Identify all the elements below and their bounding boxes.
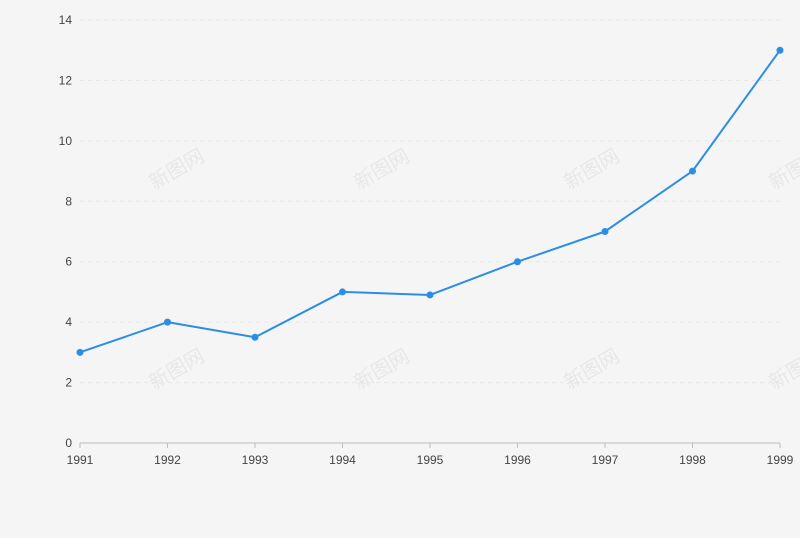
x-tick-label: 1998	[679, 453, 706, 467]
y-tick-label: 12	[59, 73, 73, 87]
x-tick-label: 1995	[417, 453, 444, 467]
data-point	[164, 318, 171, 326]
watermark-text: 新图网	[350, 144, 414, 195]
y-tick-label: 0	[65, 436, 72, 450]
data-point	[689, 167, 696, 175]
watermark-text: 新图网	[765, 344, 800, 395]
y-tick-label: 10	[59, 134, 73, 148]
grid-lines	[80, 19, 780, 384]
x-tick-label: 1993	[242, 453, 269, 467]
watermark-text: 新图网	[560, 344, 624, 395]
y-tick-label: 4	[65, 315, 72, 329]
data-point	[514, 258, 521, 266]
watermark-text: 新图网	[350, 344, 414, 395]
x-tick-label: 1999	[767, 453, 794, 467]
data-point	[601, 228, 609, 235]
data-point	[776, 46, 784, 54]
x-tick-label: 1996	[504, 453, 531, 467]
data-point	[251, 333, 259, 341]
watermark-text: 新图网	[145, 144, 209, 195]
x-tick-label: 1991	[67, 453, 94, 467]
watermark-text: 新图网	[560, 144, 624, 195]
data-point	[339, 288, 346, 296]
x-tick-label: 1992	[154, 453, 181, 467]
data-point	[426, 291, 434, 299]
x-tick-label: 1997	[592, 453, 619, 467]
y-tick-label: 14	[59, 13, 73, 27]
series-layer	[76, 46, 784, 356]
axes: 0 2 4 6 8 10 12 14 1991 1992 1993 1994 1995 1996 1997 1…	[59, 13, 794, 467]
watermark-text: 新图网	[765, 144, 800, 195]
data-point	[76, 348, 84, 356]
x-tick-label: 1994	[329, 453, 356, 467]
y-tick-label: 6	[65, 255, 72, 269]
y-tick-label: 2	[65, 376, 72, 390]
watermark-text: 新图网	[145, 344, 209, 395]
y-tick-label: 8	[65, 194, 72, 208]
